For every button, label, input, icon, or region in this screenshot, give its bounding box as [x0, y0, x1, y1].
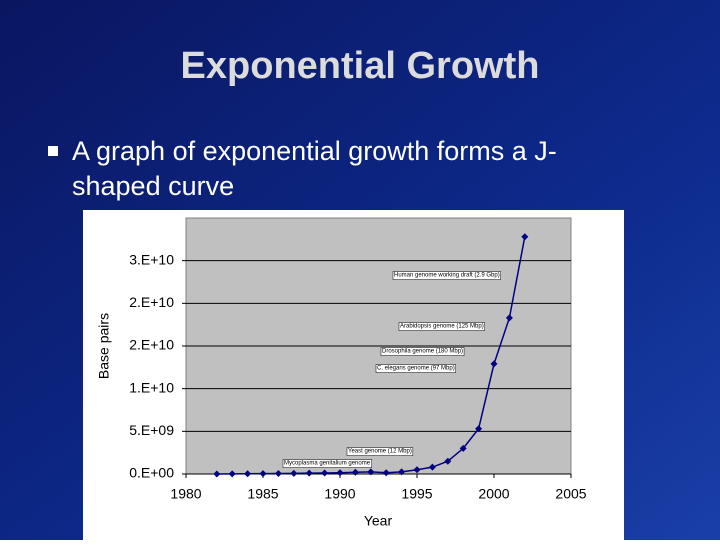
data-point [259, 470, 267, 478]
data-point [490, 360, 498, 368]
annotation-box [398, 322, 485, 331]
data-point [505, 314, 513, 322]
x-tick-label: 2005 [555, 486, 586, 502]
data-point [290, 469, 298, 477]
y-tick-label: 0.E+00 [129, 465, 174, 481]
annotation: Yeast genome (12 Mbp) [348, 449, 412, 455]
annotation: Mycoplasma genitalium genome [284, 461, 371, 467]
data-point [459, 444, 467, 452]
y-tick-label: 2.E+10 [129, 294, 174, 310]
y-tick-label: 1.E+10 [129, 379, 174, 395]
annotation-box [282, 459, 372, 468]
x-tick-label: 2000 [478, 486, 509, 502]
annotation-box [346, 447, 414, 456]
annotation-box [375, 364, 456, 373]
data-point [228, 470, 236, 478]
data-point [413, 466, 421, 474]
y-tick-label: 3.E+10 [129, 251, 174, 267]
x-tick-label: 1980 [170, 486, 201, 502]
data-point [521, 233, 529, 241]
annotation-box [392, 271, 501, 280]
y-tick-label: 5.E+09 [129, 422, 174, 438]
data-point [367, 468, 375, 476]
data-point [428, 463, 436, 471]
annotation: Drosophila genome (180 Mbp) [382, 349, 463, 355]
data-point [244, 470, 252, 478]
data-point [305, 469, 313, 477]
data-point [444, 457, 452, 465]
data-point [398, 468, 406, 476]
slide-title: Exponential Growth [181, 45, 540, 87]
data-point [321, 469, 329, 477]
x-axis-label: Year [364, 513, 393, 529]
data-point [351, 468, 359, 476]
x-tick-label: 1990 [324, 486, 355, 502]
data-point [274, 469, 282, 477]
bullet-marker [48, 146, 58, 156]
annotation: Arabidopsis genome (125 Mbp) [400, 324, 484, 330]
bullet-text: A graph of exponential growth forms a J- [72, 136, 557, 166]
data-point [336, 469, 344, 477]
annotation: Human genome working draft (2.9 Gbp) [394, 273, 500, 279]
x-tick-label: 1985 [247, 486, 278, 502]
data-point [213, 470, 221, 478]
x-tick-label: 1995 [401, 486, 432, 502]
bullet-text: shaped curve [72, 171, 234, 201]
y-tick-label: 2.E+10 [129, 337, 174, 353]
y-axis-label: Base pairs [96, 313, 112, 379]
annotation-box [380, 347, 465, 356]
annotation: C. elegans genome (97 Mbp) [377, 366, 455, 372]
data-point [382, 469, 390, 477]
data-point [475, 425, 483, 433]
